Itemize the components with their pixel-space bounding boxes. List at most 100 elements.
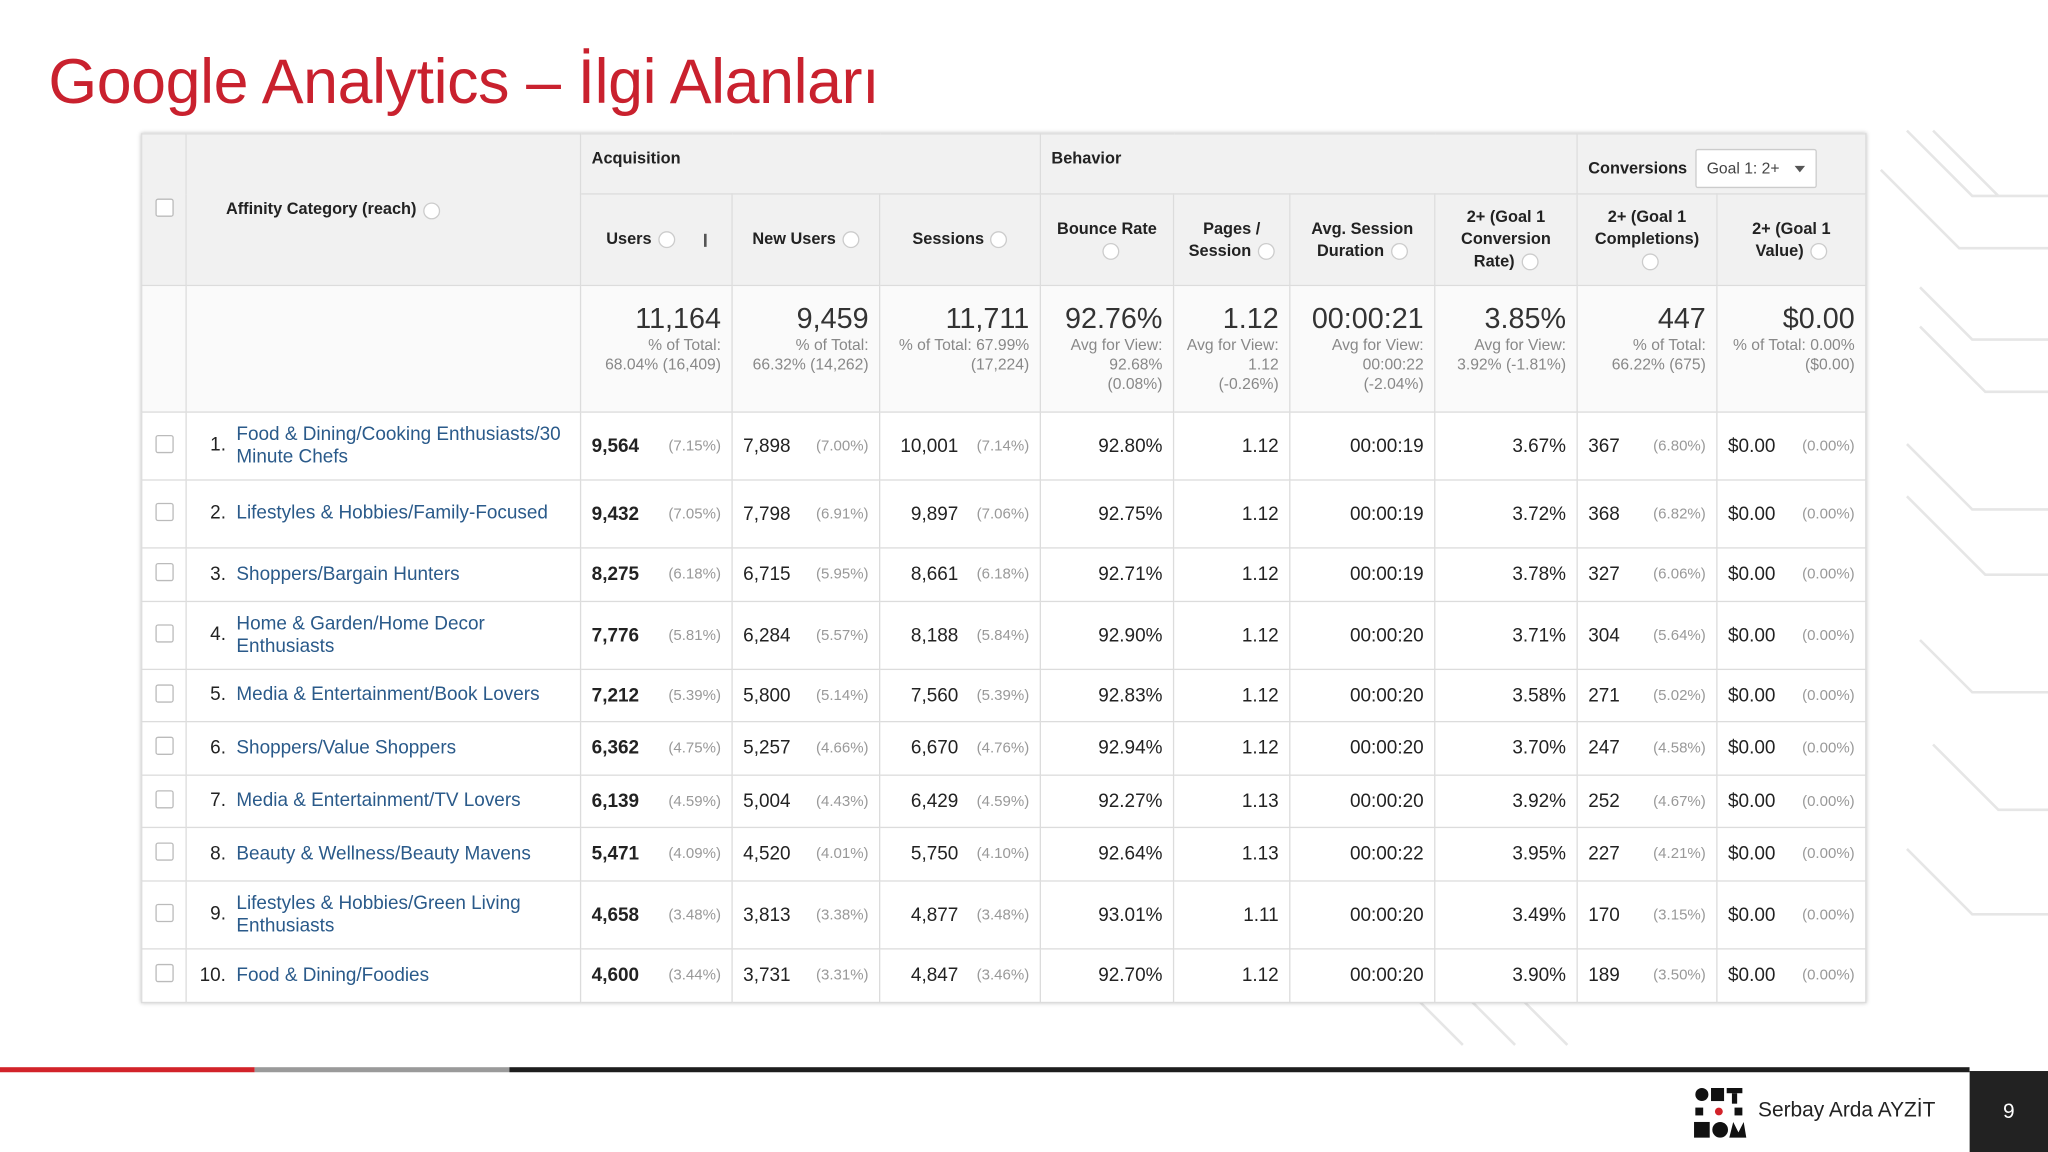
row-checkbox[interactable] bbox=[154, 903, 174, 922]
row-checkbox[interactable] bbox=[154, 683, 174, 703]
metric-percent: (0.00%) bbox=[1802, 846, 1855, 863]
metric-value: 92.27% bbox=[1098, 790, 1163, 812]
category-link[interactable]: Home & Garden/Home Decor Enthusiasts bbox=[236, 613, 485, 657]
rank: 8. bbox=[210, 843, 226, 864]
metric-cell: 3.71% bbox=[1434, 600, 1578, 671]
row-checkbox[interactable] bbox=[154, 562, 174, 582]
column-header[interactable]: Avg. Session Duration bbox=[1289, 193, 1436, 287]
column-header[interactable]: Users bbox=[579, 193, 733, 287]
metric-cell: 4,658 (3.48%) bbox=[579, 880, 733, 950]
metric-cell: 93.01% bbox=[1039, 880, 1175, 950]
category-cell: 9. Lifestyles & Hobbies/Green Living Enth… bbox=[185, 880, 582, 950]
metric-value: 92.64% bbox=[1098, 843, 1163, 865]
metric-percent: (4.75%) bbox=[668, 740, 721, 757]
row-checkbox[interactable] bbox=[154, 434, 174, 453]
row-checkbox[interactable] bbox=[154, 736, 174, 755]
metric-cell: 4,520 (4.01%) bbox=[731, 826, 881, 882]
metric-cell: 5,750 (4.10%) bbox=[879, 826, 1041, 882]
metric-value: 3.78% bbox=[1512, 564, 1567, 586]
row-checkbox[interactable] bbox=[154, 842, 174, 861]
row-checkbox[interactable] bbox=[154, 963, 174, 983]
category-link[interactable]: Lifestyles & Hobbies/Green Living Enthus… bbox=[236, 892, 521, 936]
rank: 9. bbox=[210, 903, 226, 925]
column-label: Pages / Session bbox=[1188, 218, 1261, 260]
category-link[interactable]: Shoppers/Value Shoppers bbox=[236, 737, 457, 759]
metric-percent: (0.00%) bbox=[1802, 793, 1855, 810]
total-value: 1.12 bbox=[1222, 301, 1279, 335]
select-all-checkbox[interactable] bbox=[154, 198, 174, 217]
metric-percent: (0.00%) bbox=[1802, 967, 1855, 984]
metric-pair: 7,898 (7.00%) bbox=[743, 436, 868, 457]
column-header[interactable]: New Users bbox=[731, 193, 881, 287]
metric-cell: $0.00 (0.00%) bbox=[1716, 668, 1867, 723]
metric-percent: (7.00%) bbox=[815, 438, 869, 454]
metric-cell: $0.00 (0.00%) bbox=[1716, 600, 1867, 671]
metric-cell: 4,847 (3.46%) bbox=[879, 948, 1041, 1004]
metric-cell: 5,800 (5.14%) bbox=[731, 668, 881, 723]
category-link[interactable]: Food & Dining/Foodies bbox=[236, 964, 430, 986]
metric-pair: 4,877 (3.48%) bbox=[891, 904, 1029, 925]
row-checkbox[interactable] bbox=[154, 789, 174, 808]
metric-cell: 3.78% bbox=[1434, 547, 1578, 603]
metric-percent: (5.39%) bbox=[976, 687, 1030, 704]
data-row: 10. Food & Dining/Foodies 4,600 (3.44%) 3,73… bbox=[141, 948, 1867, 1004]
help-icon bbox=[658, 231, 676, 249]
metric-value: $0.00 bbox=[1727, 843, 1776, 865]
category-link[interactable]: Media & Entertainment/Book Lovers bbox=[236, 684, 540, 706]
metric-value: 7,560 bbox=[910, 685, 959, 706]
help-icon bbox=[990, 231, 1008, 249]
row-checkbox[interactable] bbox=[154, 502, 174, 521]
column-header[interactable]: Sessions bbox=[879, 193, 1041, 287]
category-wrap: 1. Food & Dining/Cooking Enthusiasts/30 M… bbox=[187, 423, 569, 468]
total-value: 11,164 bbox=[635, 301, 721, 335]
column-header[interactable]: 2+ (Goal 1 Value) bbox=[1716, 193, 1867, 287]
rank: 10. bbox=[199, 964, 226, 986]
metric-cell: 7,798 (6.91%) bbox=[731, 479, 881, 549]
data-row: 7. Media & Entertainment/TV Lovers 6,139 (4… bbox=[141, 774, 1867, 829]
category-link[interactable]: Lifestyles & Hobbies/Family-Focused bbox=[236, 502, 548, 524]
column-header[interactable]: Bounce Rate bbox=[1039, 193, 1175, 287]
category-link[interactable]: Beauty & Wellness/Beauty Mavens bbox=[236, 843, 531, 864]
category-link[interactable]: Media & Entertainment/TV Lovers bbox=[236, 790, 521, 812]
metric-pair: 304 (5.64%) bbox=[1588, 625, 1706, 646]
metric-percent: (0.00%) bbox=[1802, 566, 1855, 583]
metric-cell: 3.95% bbox=[1434, 826, 1578, 882]
metric-value: 9,564 bbox=[591, 435, 640, 457]
metric-cell: 189 (3.50%) bbox=[1576, 948, 1718, 1004]
category-link[interactable]: Food & Dining/Cooking Enthusiasts/30 Min… bbox=[236, 423, 561, 467]
metric-cell: 252 (4.67%) bbox=[1576, 774, 1718, 829]
metric-value: 6,284 bbox=[743, 624, 791, 646]
total-cell: $0.00% of Total: 0.00% ($0.00) bbox=[1716, 284, 1867, 413]
metric-percent: (3.50%) bbox=[1653, 967, 1706, 984]
metric-percent: (3.48%) bbox=[668, 907, 721, 923]
help-icon bbox=[422, 201, 440, 219]
metric-value: 8,275 bbox=[591, 564, 640, 586]
metric-value: $0.00 bbox=[1727, 564, 1776, 586]
rank: 3. bbox=[210, 563, 226, 585]
metric-cell: 3.92% bbox=[1434, 774, 1578, 829]
metric-value: 5,800 bbox=[743, 685, 791, 706]
metric-cell: $0.00 (0.00%) bbox=[1716, 720, 1867, 776]
circuit-decoration bbox=[1383, 129, 2048, 1046]
category-link[interactable]: Shoppers/Bargain Hunters bbox=[236, 563, 460, 585]
metric-cell: 1.12 bbox=[1172, 411, 1291, 481]
row-select-cell bbox=[141, 826, 187, 882]
category-wrap: 7. Media & Entertainment/TV Lovers bbox=[187, 790, 569, 812]
dimension-label: Affinity Category (reach) bbox=[225, 200, 417, 219]
goal-select[interactable]: Goal 1: 2+ bbox=[1694, 148, 1818, 189]
metric-value: 7,776 bbox=[591, 624, 640, 646]
metric-cell: 92.94% bbox=[1039, 720, 1175, 776]
column-header[interactable]: Pages / Session bbox=[1172, 193, 1291, 287]
rank: 1. bbox=[210, 434, 226, 456]
metric-cell: 1.12 bbox=[1172, 547, 1291, 603]
metric-percent: (3.44%) bbox=[668, 967, 721, 984]
column-header[interactable]: 2+ (Goal 1 Completions) bbox=[1576, 193, 1718, 287]
metric-pair: $0.00 (0.00%) bbox=[1728, 965, 1855, 986]
row-checkbox[interactable] bbox=[154, 623, 174, 642]
metric-cell: 1.12 bbox=[1172, 948, 1291, 1004]
metric-cell: 00:00:20 bbox=[1289, 600, 1436, 671]
metric-cell: 5,471 (4.09%) bbox=[579, 826, 733, 882]
metric-cell: 92.27% bbox=[1039, 774, 1175, 829]
column-header[interactable]: 2+ (Goal 1 Conversion Rate) bbox=[1434, 193, 1578, 287]
